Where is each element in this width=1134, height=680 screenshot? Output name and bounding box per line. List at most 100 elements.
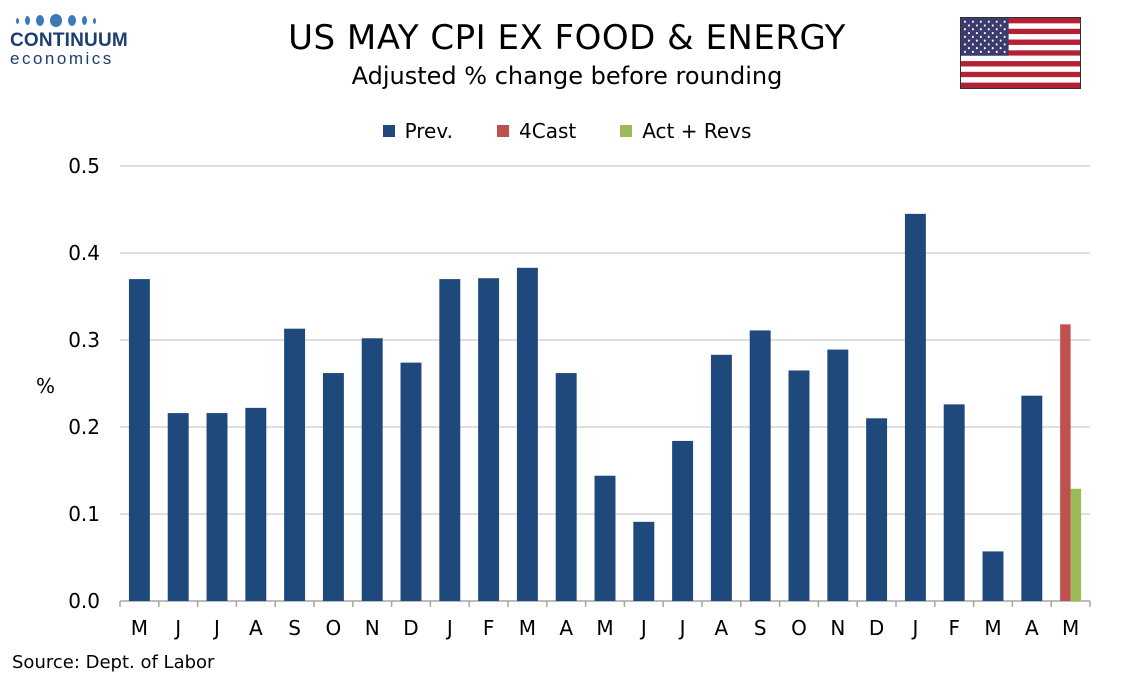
flag-star <box>999 31 1002 35</box>
flag-star <box>979 28 982 31</box>
flag-star <box>1003 50 1006 54</box>
flag-star <box>991 47 994 50</box>
bar-prev <box>904 213 926 601</box>
flag-star <box>963 50 966 54</box>
y-tick-label: 0.2 <box>68 415 100 439</box>
y-tick-label: 0.5 <box>68 154 100 178</box>
flag-stripe <box>961 50 1080 56</box>
logo-sub: economics <box>10 49 114 68</box>
bar-prev <box>982 551 1004 601</box>
flag-star <box>991 24 994 27</box>
flag-star <box>983 47 986 50</box>
flag-star <box>967 47 970 50</box>
bar-prev <box>361 338 383 601</box>
legend-label-act: Act + Revs <box>642 119 752 143</box>
chart-legend: Prev. 4Cast Act + Revs <box>0 119 1134 143</box>
logo-dots <box>16 14 140 27</box>
x-tick-label: M <box>984 616 1001 640</box>
flag-stripe <box>961 34 1080 40</box>
x-tick-label: M <box>519 616 536 640</box>
bar-prev <box>516 267 538 601</box>
flag-star <box>995 20 998 23</box>
x-tick-label: D <box>403 616 418 640</box>
flag-star <box>963 43 966 46</box>
flag-star <box>995 43 998 46</box>
bar-prev <box>943 404 965 601</box>
x-tick-label: A <box>249 616 263 640</box>
flag-star <box>987 35 990 38</box>
flag-star <box>963 28 966 31</box>
flag-star <box>995 35 998 38</box>
x-tick-label: F <box>483 616 495 640</box>
continuum-logo: CONTINUUM economics <box>10 14 140 69</box>
y-axis-label: % <box>36 374 56 398</box>
flag-star <box>991 31 994 35</box>
flag-stripe <box>961 71 1080 78</box>
x-tick-label: A <box>559 616 573 640</box>
x-tick-label: N <box>365 616 380 640</box>
flag-star <box>995 28 998 31</box>
legend-item-4cast: 4Cast <box>497 119 576 143</box>
bar-prev <box>478 278 500 601</box>
flag-star <box>979 50 982 54</box>
flag-star <box>971 20 974 23</box>
flag-star <box>979 20 982 23</box>
x-tick-label: S <box>288 616 301 640</box>
flag-stripe <box>961 55 1080 62</box>
x-tick-label: J <box>639 616 647 640</box>
flag-star <box>971 50 974 54</box>
legend-label-prev: Prev. <box>404 119 453 143</box>
flag-star <box>1003 20 1006 23</box>
source-note: Source: Dept. of Labor <box>12 652 215 673</box>
x-tick-label: S <box>754 616 767 640</box>
x-tick-label: J <box>445 616 453 640</box>
flag-stripe <box>961 82 1080 88</box>
flag-star <box>979 35 982 38</box>
legend-item-prev: Prev. <box>382 119 453 143</box>
flag-stripe <box>961 66 1080 72</box>
flag-stripe <box>961 39 1080 45</box>
flag-star <box>975 24 978 27</box>
bar-prev <box>672 440 694 601</box>
flag-star <box>963 20 966 23</box>
bar-prev <box>128 279 150 601</box>
legend-swatch-prev <box>382 125 395 137</box>
flag-stripe <box>961 61 1080 67</box>
flag-star <box>971 35 974 38</box>
bar-prev <box>400 362 422 601</box>
bar-prev <box>322 373 344 601</box>
flag-star <box>967 31 970 35</box>
bar-4cast <box>1060 324 1071 601</box>
flag-stripe <box>961 28 1080 35</box>
bar-prev <box>206 413 228 601</box>
flag-star <box>999 39 1002 42</box>
flag-star <box>987 20 990 23</box>
bar-prev <box>439 279 461 601</box>
x-tick-label: A <box>715 616 729 640</box>
x-tick-label: M <box>596 616 613 640</box>
flag-star <box>987 28 990 31</box>
flag-star <box>999 47 1002 50</box>
bar-prev <box>284 328 306 601</box>
x-tick-label: O <box>326 616 342 640</box>
flag-star <box>967 24 970 27</box>
chart-title: US MAY CPI EX FOOD & ENERGY <box>288 18 846 58</box>
flag-star <box>983 31 986 35</box>
flag-star <box>971 43 974 46</box>
bar-prev <box>788 370 810 601</box>
flag-star <box>1003 28 1006 31</box>
flag-stripe <box>961 23 1080 29</box>
y-tick-label: 0.4 <box>68 241 100 265</box>
x-tick-label: N <box>830 616 845 640</box>
x-tick-label: J <box>212 616 220 640</box>
bar-prev <box>633 521 655 601</box>
legend-item-act: Act + Revs <box>620 119 751 143</box>
bar-act <box>1070 488 1082 601</box>
bar-prev <box>749 330 771 601</box>
flag-star <box>983 39 986 42</box>
flag-star <box>975 31 978 35</box>
bar-prev <box>866 418 888 601</box>
x-tick-label: M <box>131 616 148 640</box>
flag-star <box>995 50 998 54</box>
chart-subtitle: Adjusted % change before rounding <box>351 62 783 90</box>
